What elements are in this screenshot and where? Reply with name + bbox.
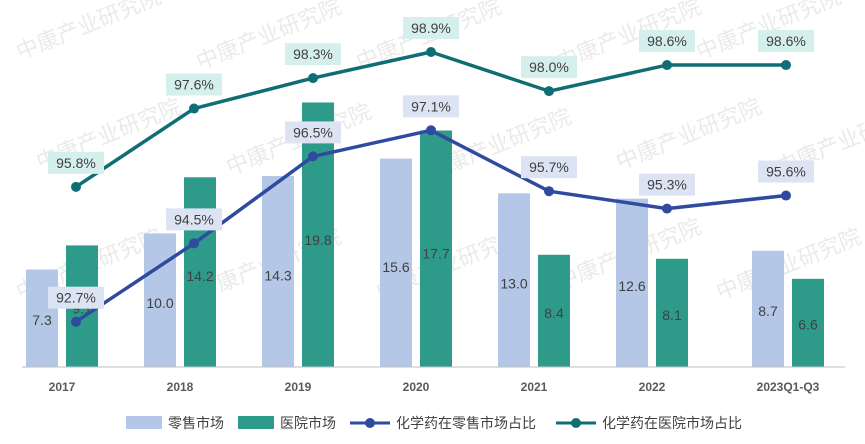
- bar-value-label: 14.2: [186, 268, 213, 284]
- bar-value-label: 15.6: [382, 259, 409, 275]
- line-value-label: 94.5%: [174, 211, 214, 227]
- line-value-label: 97.6%: [174, 77, 214, 93]
- line-label-bg: [166, 73, 222, 96]
- bar: [380, 158, 412, 367]
- bar: [656, 258, 688, 367]
- line-marker: [662, 203, 672, 214]
- line-label-bg: [639, 173, 695, 196]
- bar-value-label: 6.6: [798, 317, 818, 333]
- line-marker: [544, 86, 554, 97]
- bar-value-label: 17.7: [422, 245, 449, 261]
- line-label-bg: [639, 30, 695, 53]
- line-marker: [308, 151, 318, 162]
- line-value-label: 98.6%: [766, 33, 806, 49]
- x-tick-label: 2017: [49, 380, 76, 394]
- bar-value-label: 14.3: [264, 267, 291, 283]
- bar: [792, 278, 824, 367]
- line-label-bg: [403, 95, 459, 118]
- line-value-label: 98.3%: [293, 46, 333, 62]
- legend-marker: [365, 418, 375, 428]
- line-marker: [71, 181, 81, 192]
- bar: [262, 175, 294, 367]
- line-label-bg: [403, 17, 459, 39]
- watermark-text: 中康产业研究院: [13, 0, 165, 66]
- x-tick-layer: 2017 2018 2019 2020 2021 2022 2023Q1-Q3: [49, 380, 820, 394]
- legend-label: 化学药在零售市场占比: [396, 415, 536, 432]
- watermark-text: 中康产业研究院: [613, 95, 765, 176]
- line-label-bg: [758, 160, 814, 183]
- legend-swatch: [238, 416, 274, 429]
- legend-label: 零售市场: [168, 415, 224, 432]
- bar-value-label: 8.7: [758, 303, 778, 319]
- line-label-bg: [521, 156, 577, 179]
- bar: [302, 102, 334, 368]
- legend-label: 医院市场: [280, 415, 336, 432]
- line-marker: [781, 60, 791, 71]
- line-marker: [662, 60, 672, 71]
- line-label-bg: [285, 43, 341, 66]
- x-tick-label: 2019: [285, 380, 312, 394]
- bar-value-label: 10.0: [146, 295, 173, 311]
- line-value-label: 98.6%: [647, 33, 687, 49]
- line-layer: [71, 47, 791, 327]
- line-value-label: 95.6%: [766, 164, 806, 180]
- bar: [420, 130, 452, 367]
- x-tick-label: 2018: [167, 380, 194, 394]
- line-label-bg: [521, 56, 577, 79]
- legend: 零售市场 医院市场 化学药在零售市场占比 化学药在医院市场占比: [126, 415, 742, 432]
- bar: [752, 250, 784, 367]
- line-marker: [308, 73, 318, 84]
- line-value-label: 98.9%: [411, 20, 451, 36]
- legend-label: 化学药在医院市场占比: [602, 415, 742, 432]
- x-tick-label: 2020: [403, 380, 430, 394]
- bar-value-label: 8.4: [544, 305, 564, 321]
- line-marker: [781, 190, 791, 201]
- line-value-label: 95.3%: [647, 177, 687, 193]
- x-tick-label: 2021: [521, 380, 548, 394]
- bar-value-label: 12.6: [618, 278, 645, 294]
- line-label-bg: [48, 151, 104, 174]
- x-tick-label: 2022: [639, 380, 666, 394]
- bar-value-label: 19.8: [304, 232, 331, 248]
- bar: [144, 233, 176, 367]
- line-value-label: 97.1%: [411, 98, 451, 114]
- legend-marker: [571, 418, 581, 428]
- bar: [26, 269, 58, 367]
- bar-value-label: 8.1: [662, 307, 682, 323]
- bar-label-layer: 7.39.110.014.214.319.815.617.713.08.412.…: [32, 232, 818, 333]
- line-marker: [71, 316, 81, 327]
- bar: [538, 254, 570, 367]
- line-marker: [189, 238, 199, 249]
- line-marker: [189, 103, 199, 114]
- line-label-bg: [166, 208, 222, 231]
- legend-swatch: [126, 416, 162, 429]
- watermark-text: 中康产业研究院: [713, 225, 865, 306]
- line-label-layer: 92.7% 94.5% 96.5% 97.1% 95.7% 95.3% 95.6% 95.8%…: [48, 17, 814, 309]
- line-marker: [426, 125, 436, 136]
- bar-value-label: 13.0: [500, 276, 527, 292]
- line-marker: [426, 47, 436, 57]
- line-value-label: 95.8%: [56, 155, 96, 171]
- bar: [616, 198, 648, 367]
- line-value-label: 98.0%: [529, 59, 569, 75]
- x-tick-label: 2023Q1-Q3: [757, 380, 820, 394]
- line-label-bg: [758, 30, 814, 53]
- line-label-bg: [48, 286, 104, 309]
- line-label-bg: [285, 121, 341, 144]
- line-value-label: 92.7%: [56, 290, 96, 306]
- line-marker: [544, 186, 554, 197]
- bar-value-label: 7.3: [32, 312, 52, 328]
- line-value-label: 95.7%: [529, 159, 569, 175]
- bar: [498, 193, 530, 367]
- line-value-label: 96.5%: [293, 124, 333, 140]
